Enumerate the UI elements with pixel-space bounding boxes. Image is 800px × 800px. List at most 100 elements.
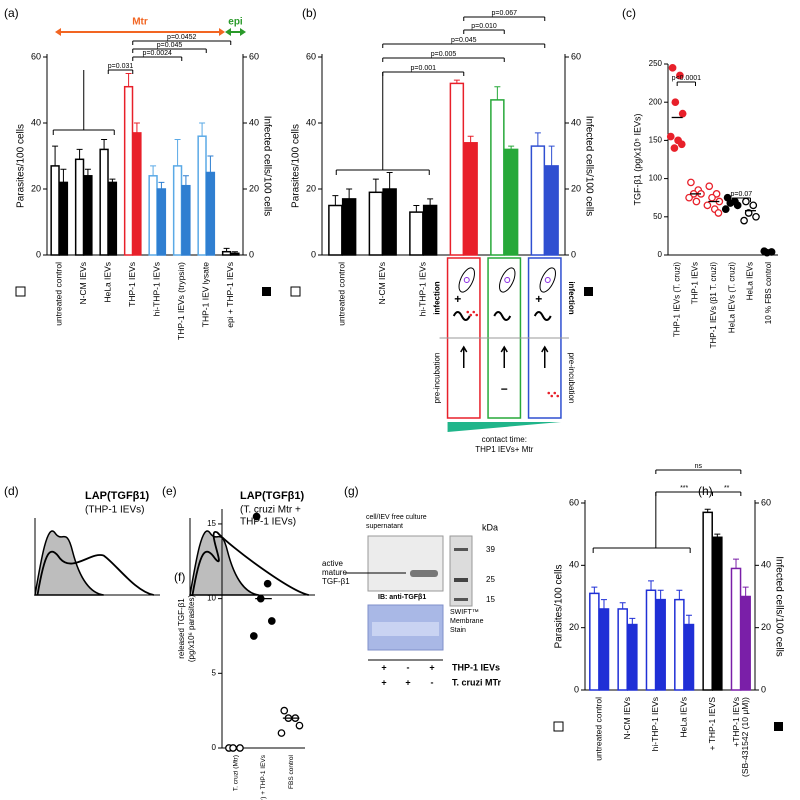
legend-open	[15, 286, 26, 297]
caption: contact time:	[482, 435, 527, 444]
y2-tick-label: 20	[761, 622, 771, 632]
sign: +	[381, 677, 386, 687]
bar	[617, 608, 628, 691]
x-tick-label: THP-1 IEVs (T. cruzi)	[672, 262, 681, 337]
panel-title: LAP(TGFβ1)	[240, 490, 304, 502]
marker-label: 15	[486, 595, 495, 604]
y-tick-label: 60	[31, 51, 41, 61]
row-label: infection	[567, 281, 576, 314]
sign: +	[405, 677, 410, 687]
data-point	[280, 706, 289, 715]
bar	[530, 145, 546, 256]
marker-label: 25	[486, 575, 495, 584]
error-bar	[125, 73, 132, 87]
data-point	[708, 193, 716, 202]
antibody-label: IB: anti-TGFβ1	[378, 594, 426, 601]
x-tick-label: untreated control	[54, 262, 64, 326]
error-bar	[231, 251, 238, 254]
bar	[221, 250, 232, 256]
error-bar	[453, 79, 460, 84]
y-tick-label: 20	[31, 183, 41, 193]
vesicle	[556, 394, 560, 398]
data-point	[703, 201, 712, 210]
panel-label: (f)	[174, 570, 185, 584]
p-value: ns	[695, 463, 703, 470]
data-point	[692, 197, 701, 206]
bar	[674, 598, 685, 691]
caption: THP1 IEVs+ Mtr	[475, 445, 533, 454]
y-tick-label: 250	[649, 59, 663, 68]
bar	[368, 191, 384, 256]
bar	[382, 188, 397, 256]
data-point	[670, 144, 679, 152]
vesicle	[469, 313, 473, 317]
error-bar	[182, 175, 189, 186]
y-tick-label: 40	[569, 560, 579, 570]
y2-tick-label: 60	[571, 51, 581, 61]
data-point	[687, 178, 695, 187]
panel-label: (e)	[162, 484, 177, 498]
data-point	[263, 579, 272, 588]
y2-tick-label: 20	[571, 183, 581, 193]
bar	[627, 623, 638, 691]
stain-label: SWIFT™	[450, 609, 479, 616]
range-label: Mtr	[132, 17, 148, 28]
range-label: epi	[228, 17, 243, 28]
row-label: pre-incubation	[567, 353, 576, 404]
error-bar	[619, 602, 626, 609]
bar	[83, 175, 93, 256]
y2-axis-title: Infected cells/100 cells	[773, 556, 784, 657]
y-tick-label: 100	[649, 174, 663, 183]
x-tick-label: THP-1 IEVs	[127, 262, 137, 307]
bar	[205, 171, 216, 256]
panel-title: LAP(TGFβ1)	[85, 490, 149, 502]
data-point	[267, 617, 276, 625]
y2-tick-label: 20	[249, 183, 259, 193]
panel-subtitle: (T. cruzi Mtr +	[240, 505, 301, 516]
cell	[458, 267, 475, 293]
data-point	[295, 721, 304, 730]
error-bar	[207, 155, 214, 173]
bar	[197, 135, 207, 256]
y-tick-label: 5	[212, 668, 217, 677]
y-tick-label: 0	[574, 684, 579, 694]
x-tick-label: THP-1 IEVs	[691, 262, 700, 304]
bar	[712, 536, 723, 691]
p-value: p=0.031	[108, 63, 134, 70]
bar	[148, 175, 158, 256]
x-tick-label: T. cruzi (Mtr)	[233, 755, 240, 791]
blot-band	[410, 570, 438, 577]
y2-tick-label: 0	[761, 684, 766, 694]
y2-axis-title: Infected cells/100 cells	[583, 116, 594, 217]
error-bar	[158, 181, 165, 189]
panel-label: (a)	[4, 6, 19, 20]
ladder-band	[454, 578, 468, 582]
x-tick-label: 10 % FBS control	[764, 262, 773, 324]
vesicle	[553, 391, 557, 395]
error-bar	[494, 86, 501, 100]
error-bar	[372, 178, 379, 193]
x-tick-label: FBS control	[288, 754, 295, 789]
bar	[702, 511, 713, 691]
marker-label: 39	[486, 545, 495, 554]
y-tick-label: 20	[306, 183, 316, 193]
p-value: p=0.067	[492, 10, 518, 17]
data-point	[733, 201, 742, 210]
nucleus	[544, 277, 551, 283]
sign: -	[431, 677, 434, 687]
x-tick-label: HeLa IEVs (T. cruzi)	[727, 262, 736, 333]
error-bar	[657, 589, 664, 600]
bar	[74, 158, 85, 256]
legend-filled	[584, 287, 593, 296]
cell	[499, 267, 516, 293]
y-tick-label: 0	[311, 249, 316, 259]
nucleus	[504, 277, 511, 283]
legend-filled	[262, 287, 271, 296]
plus-sign: +	[535, 292, 542, 306]
bar	[740, 595, 751, 691]
error-bar	[60, 168, 67, 183]
panel-label: (d)	[4, 484, 19, 498]
p-value: p=0.010	[471, 23, 497, 30]
vesicle	[472, 310, 476, 314]
